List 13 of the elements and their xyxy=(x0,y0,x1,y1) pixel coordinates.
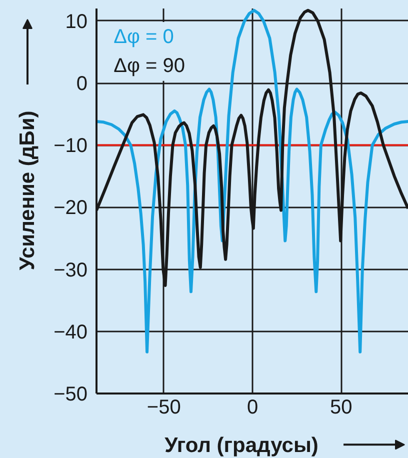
y-tick-label: 0 xyxy=(76,73,88,96)
y-tick-label: −10 xyxy=(54,135,88,158)
text: Δφ = 0 xyxy=(114,26,174,48)
x-axis-title: Угол (градусы) xyxy=(164,434,318,457)
x-tick-label: −50 xyxy=(146,396,181,418)
y-tick-label: −30 xyxy=(54,259,88,282)
x-tick-label: 0 xyxy=(246,396,258,418)
x-tick-label: 50 xyxy=(330,396,352,418)
y-tick-label: −20 xyxy=(54,197,88,220)
text: Δφ = 90 xyxy=(114,54,185,77)
y-tick-label: 10 xyxy=(65,10,88,33)
y-axis-title: Усиление (дБи) xyxy=(16,110,39,270)
y-tick-label: −40 xyxy=(54,321,88,344)
